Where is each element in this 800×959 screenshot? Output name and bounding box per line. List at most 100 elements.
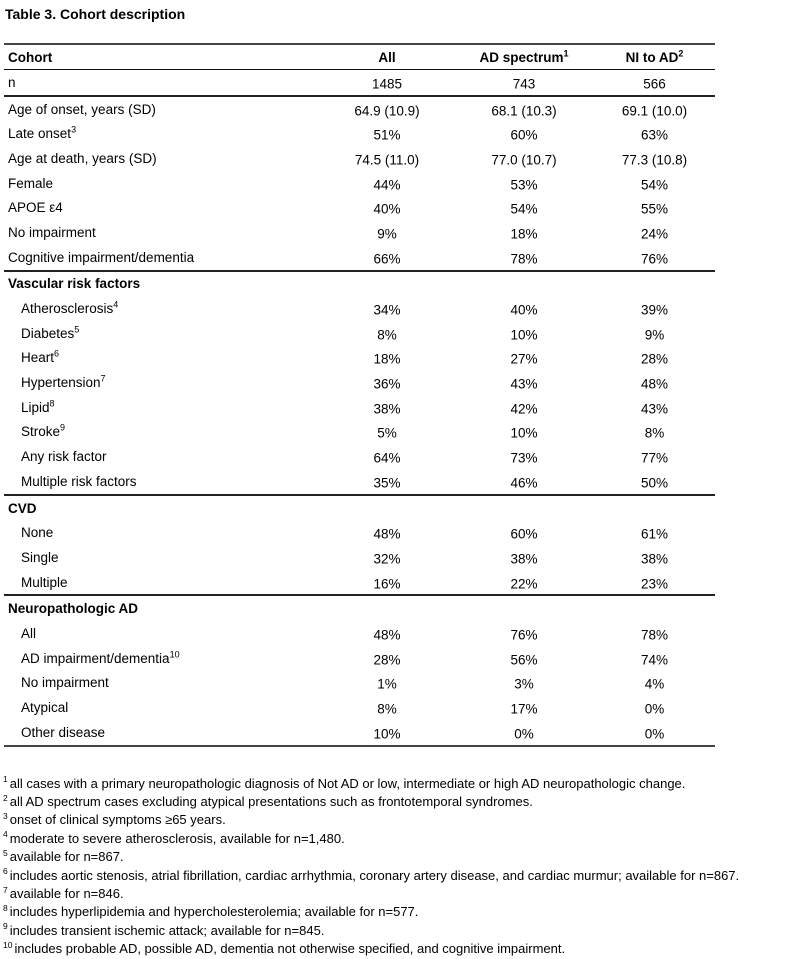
section-header-row: CVD (4, 495, 715, 521)
row-value-text: 53% (510, 177, 538, 193)
footnote: 2 all AD spectrum cases excluding atypica… (3, 792, 533, 809)
row-value-text: 28% (640, 351, 669, 367)
row-value: 54% (454, 195, 594, 220)
row-value-text: 40% (373, 201, 401, 217)
row-value: 38% (320, 395, 454, 420)
footnote: 10 includes probable AD, possible AD, dem… (3, 939, 566, 957)
row-value: 60% (454, 520, 594, 545)
row-value-text: 1485 (371, 76, 403, 92)
footnote: 4 moderate to severe atherosclerosis, ava… (3, 829, 345, 846)
footnote: 7 available for n=846. (3, 884, 124, 901)
row-value: 76% (594, 244, 715, 272)
row-value-text: 64% (373, 450, 401, 466)
footnote-mark: 3 (3, 811, 8, 822)
row-value-text: 23% (640, 576, 669, 592)
row-label: AD impairment/dementia10 (21, 649, 180, 666)
row-value-text: 54% (510, 201, 538, 217)
row-value: 18% (454, 220, 594, 245)
row-value: 56% (454, 646, 594, 671)
row-value-text: 38% (640, 551, 669, 567)
table-title: Table 3. Cohort description (5, 6, 186, 22)
footnote-ref: 1 (563, 48, 569, 58)
row-value-text: 18% (373, 351, 401, 367)
row-value: 743 (454, 69, 594, 97)
document-page: Table 3. Cohort description Cohort All A… (0, 6, 800, 958)
table-row: APOE ε4 40% 54% 55% (4, 195, 715, 220)
row-label: Multiple (4, 569, 320, 597)
row-label: Atherosclerosis4 (21, 299, 119, 317)
row-value-text: 3% (514, 676, 534, 692)
row-label: Vascular risk factors (8, 276, 141, 292)
table-row: Multiple risk factors 35% 46% 50% (4, 469, 715, 496)
row-value-text: 63% (640, 127, 669, 143)
row-value: 42% (454, 395, 594, 420)
row-value-text: 40% (510, 302, 538, 318)
table-row: Multiple 16% 22% 23% (4, 569, 715, 597)
row-label: No impairment (21, 675, 109, 691)
row-value-text: 77% (640, 450, 669, 466)
row-value: 54% (594, 171, 715, 196)
row-value: 74.5 (11.0) (320, 146, 454, 171)
row-value: 48% (320, 520, 454, 545)
row-value-text: 28% (373, 652, 401, 668)
row-value: 36% (320, 370, 454, 395)
row-value-text: 73% (510, 450, 538, 466)
footnote-ref: 9 (60, 422, 66, 433)
row-value-text: 18% (510, 226, 538, 242)
row-value-text: 8% (377, 327, 397, 343)
row-value: 566 (594, 69, 715, 97)
row-value: 9% (320, 220, 454, 245)
row-value-text: 50% (640, 475, 669, 491)
row-value: 74% (594, 646, 715, 671)
footnote-ref: 4 (113, 299, 119, 310)
footnote-ref: 2 (678, 48, 684, 58)
row-value-text: 77.3 (10.8) (621, 152, 688, 168)
row-value-text: 9% (377, 226, 397, 242)
footnote-mark: 7 (3, 884, 8, 895)
row-value-text: 0% (644, 701, 665, 717)
row-value: 3% (454, 671, 594, 696)
row-value-text: 76% (510, 627, 538, 643)
row-value (454, 271, 594, 297)
footnote-mark: 8 (3, 903, 8, 914)
row-value-text: 9% (644, 327, 665, 343)
row-label: Neuropathologic AD (8, 601, 138, 617)
row-value: 10% (454, 321, 594, 346)
row-value-text: 10% (510, 425, 538, 441)
row-value-text: 46% (510, 475, 538, 491)
row-value-text: 8% (644, 425, 665, 441)
row-value: 23% (594, 569, 715, 597)
footnote-ref: 6 (54, 348, 60, 359)
row-label: Heart6 (21, 348, 60, 366)
footnote: 5 available for n=867. (3, 847, 124, 865)
row-value-text: 24% (640, 226, 669, 242)
column-header-label: Cohort (8, 49, 53, 65)
row-label: All (21, 625, 37, 641)
row-value-text: 77.0 (10.7) (491, 152, 557, 168)
row-value-text: 38% (373, 401, 401, 417)
table-row: Age at death, years (SD) 74.5 (11.0) 77.0 … (4, 146, 715, 171)
row-value: 43% (594, 395, 715, 420)
row-value (454, 595, 594, 621)
row-label: Single (21, 549, 59, 565)
row-value: 40% (320, 195, 454, 220)
column-header-label: NI to AD (625, 49, 679, 65)
row-label: Multiple risk factors (4, 469, 320, 496)
row-label: Late onset3 (8, 124, 77, 142)
row-value (594, 495, 715, 521)
table-body: n 1485 743 566 Age of onset, years (SD) 64.9 … (4, 69, 715, 746)
footnote-ref: 5 (74, 324, 80, 335)
row-value-text: 51% (373, 127, 401, 143)
table-row: Hypertension7 36% 43% 48% (4, 370, 715, 395)
footnote-ref: 7 (100, 373, 106, 384)
row-value-text: 54% (640, 177, 669, 193)
row-value: 60% (454, 121, 594, 146)
footnote: 8 includes hyperlipidemia and hypercholes… (3, 903, 419, 920)
row-value: 44% (320, 171, 454, 196)
row-value: 18% (320, 346, 454, 371)
row-value-text: 69.1 (10.0) (621, 103, 688, 119)
row-value-text: 48% (373, 526, 401, 542)
footnote-mark: 10 (3, 939, 13, 950)
row-value: 22% (454, 569, 594, 597)
row-value-text: 1% (377, 676, 397, 692)
